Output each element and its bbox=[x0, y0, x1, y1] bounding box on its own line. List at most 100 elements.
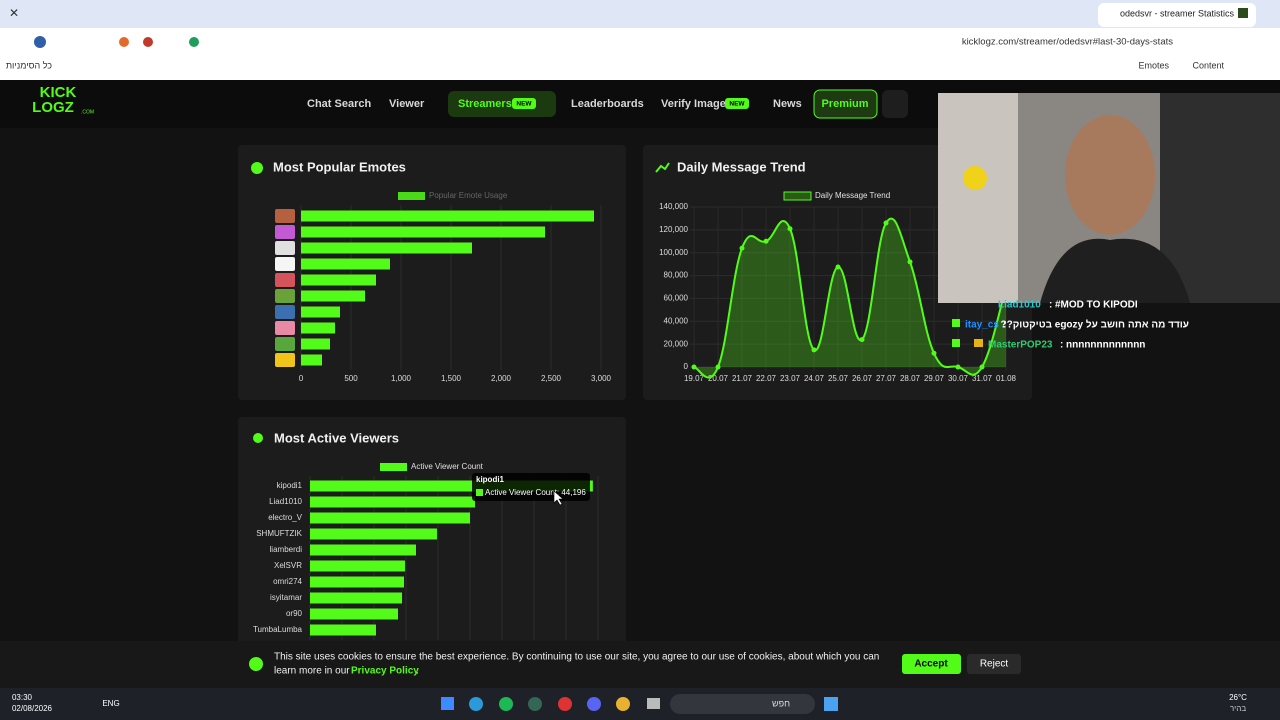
card bbox=[238, 145, 626, 400]
tooltip-swatch bbox=[476, 489, 483, 496]
chat-user: MasterPOP23 bbox=[988, 340, 1053, 351]
stats-button[interactable] bbox=[882, 90, 908, 118]
language[interactable]: ENG bbox=[102, 699, 119, 708]
extension-icon[interactable] bbox=[143, 37, 153, 47]
x-tick-label: 1,500 bbox=[441, 374, 462, 383]
point bbox=[979, 364, 985, 370]
y-tick-label: 40,000 bbox=[664, 316, 689, 325]
badge bbox=[512, 98, 536, 109]
nav-link[interactable]: Viewer bbox=[389, 98, 425, 110]
point bbox=[691, 364, 697, 370]
bar bbox=[310, 512, 470, 524]
chat-user: Liad1010 bbox=[998, 300, 1041, 311]
x-tick-label: 19.07 bbox=[684, 374, 705, 383]
y-tick-label: TumbaLumba bbox=[253, 625, 303, 634]
search-text: חפש bbox=[772, 698, 790, 708]
url[interactable]: kicklogz.com/streamer/odedsvr#last-30-da… bbox=[962, 37, 1173, 48]
bookmarks-all[interactable]: כל הסימניות bbox=[6, 60, 52, 70]
line bbox=[693, 217, 1007, 379]
chat-message: #MOD TO KIPODI bbox=[1055, 300, 1138, 311]
nav-link[interactable]: Chat Search bbox=[307, 98, 371, 110]
chat-separator: : bbox=[1049, 300, 1052, 311]
premium-text: Premium bbox=[821, 98, 868, 110]
x-tick-label: 20.07 bbox=[708, 374, 729, 383]
emote-icon bbox=[275, 257, 295, 271]
extension-icon[interactable] bbox=[34, 36, 46, 48]
x-tick-label: 3,000 bbox=[591, 374, 612, 383]
tooltip bbox=[472, 473, 590, 501]
y-tick-label: 0 bbox=[684, 362, 689, 371]
webcam-object bbox=[963, 166, 987, 190]
logo[interactable]: .COM bbox=[81, 109, 94, 115]
search-box[interactable] bbox=[670, 694, 815, 714]
nav-link[interactable]: Streamers bbox=[458, 98, 512, 110]
taskbar-icon[interactable] bbox=[587, 697, 601, 711]
taskbar-icon[interactable] bbox=[528, 697, 542, 711]
close-icon[interactable]: ✕ bbox=[9, 6, 19, 20]
chat-separator: : bbox=[1060, 340, 1063, 351]
x-tick-label: 28.07 bbox=[900, 374, 921, 383]
bar bbox=[301, 258, 390, 270]
bar bbox=[310, 576, 405, 588]
emote-icon bbox=[275, 225, 295, 239]
taskbar-icon[interactable] bbox=[647, 698, 660, 709]
bar bbox=[310, 544, 416, 556]
x-tick-label: 26.07 bbox=[852, 374, 873, 383]
nav-link[interactable]: Verify Image bbox=[661, 98, 726, 110]
bar bbox=[310, 560, 405, 572]
y-tick-label: 80,000 bbox=[664, 271, 689, 280]
y-tick-label: 20,000 bbox=[664, 339, 689, 348]
reject-button[interactable] bbox=[967, 654, 1021, 674]
taskbar-icon[interactable] bbox=[469, 697, 483, 711]
chat-user: itay_cs bbox=[965, 320, 999, 331]
tooltip-title: kipodi1 bbox=[476, 475, 505, 484]
premium-button[interactable] bbox=[813, 89, 878, 119]
nav-link[interactable]: Leaderboards bbox=[571, 98, 644, 110]
charts: 0 500 1,000 1,500 2,000 2,500 3,000 Popular Emo… bbox=[253, 191, 1017, 640]
card-icon bbox=[251, 162, 263, 174]
card-icon bbox=[655, 162, 670, 173]
x-tick-label: 24.07 bbox=[804, 374, 825, 383]
bar bbox=[310, 592, 403, 604]
x-tick-label: 21.07 bbox=[732, 374, 753, 383]
bar bbox=[301, 274, 376, 286]
cookie-bar bbox=[0, 641, 1280, 688]
x-tick-label: 01.08 bbox=[996, 374, 1017, 383]
chat-separator: : bbox=[1003, 320, 1006, 331]
taskbar-icon[interactable] bbox=[499, 697, 513, 711]
tab[interactable] bbox=[1098, 3, 1256, 27]
accept-button[interactable] bbox=[902, 654, 961, 674]
emote-icon bbox=[275, 289, 295, 303]
x-tick-label: 31.07 bbox=[972, 374, 993, 383]
emote-icon bbox=[275, 209, 295, 223]
accept-text: Accept bbox=[914, 659, 948, 670]
taskbar-icon[interactable] bbox=[616, 697, 630, 711]
y-tick-label: kipodi1 bbox=[277, 481, 303, 490]
logo[interactable]: KICK bbox=[40, 84, 77, 101]
bookmark[interactable]: Emotes bbox=[1138, 60, 1169, 70]
privacy-link[interactable]: Privacy Policy bbox=[351, 666, 419, 677]
point bbox=[811, 347, 817, 353]
overlays: kipodi1 Active Viewer Count: 44,196 Liad… bbox=[0, 93, 1280, 720]
tooltip-label: Active Viewer Count: 44,196 bbox=[485, 488, 586, 497]
taskbar-icon[interactable] bbox=[558, 697, 572, 711]
point bbox=[883, 220, 889, 226]
x-tick-label: 30.07 bbox=[948, 374, 969, 383]
point bbox=[787, 226, 793, 232]
start-button[interactable] bbox=[824, 697, 838, 711]
point bbox=[835, 264, 841, 270]
extension-icon[interactable] bbox=[119, 37, 129, 47]
taskbar-icon[interactable] bbox=[441, 697, 454, 710]
extension-icon[interactable] bbox=[189, 37, 199, 47]
bookmark[interactable]: Content bbox=[1192, 60, 1224, 70]
x-tick-label: 0 bbox=[299, 374, 304, 383]
x-tick-label: 27.07 bbox=[876, 374, 897, 383]
logo[interactable]: LOGZ bbox=[32, 99, 74, 116]
bar bbox=[301, 226, 545, 238]
chat-badge bbox=[952, 339, 960, 347]
nav-link[interactable]: News bbox=[773, 98, 802, 110]
bar bbox=[301, 306, 340, 318]
nav-active bbox=[448, 91, 556, 117]
weather: בהיר bbox=[1230, 704, 1246, 713]
